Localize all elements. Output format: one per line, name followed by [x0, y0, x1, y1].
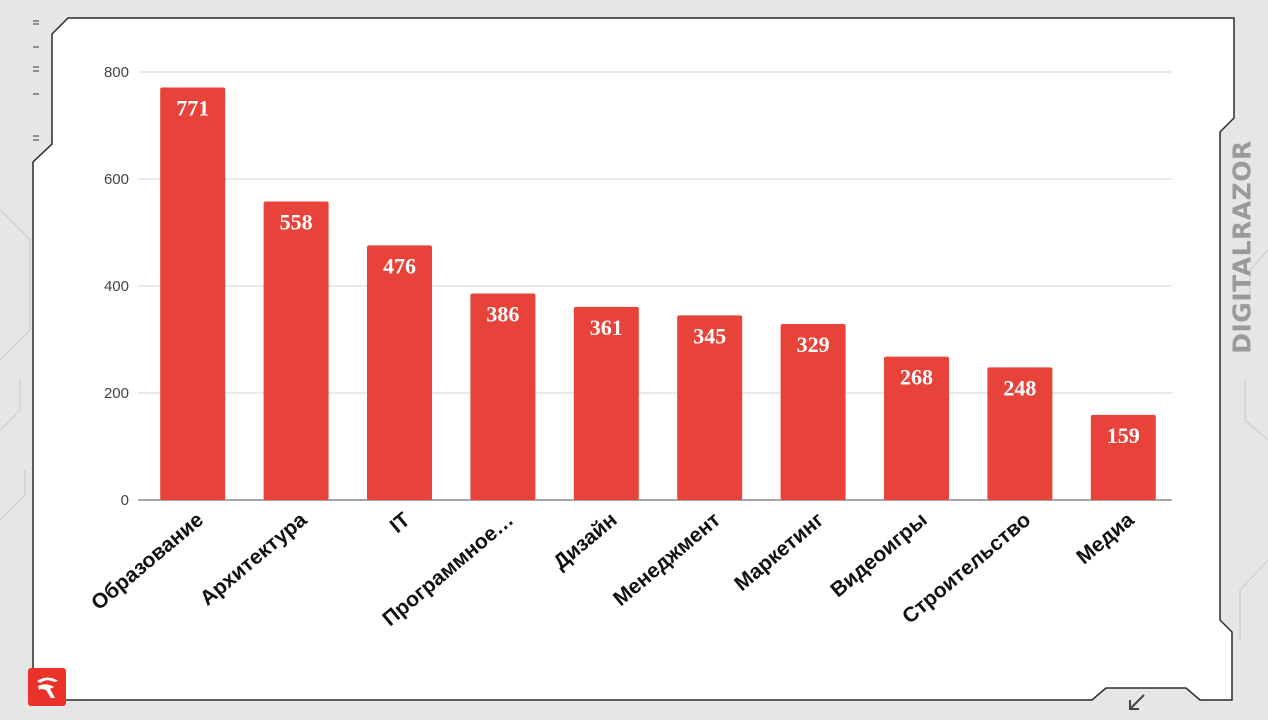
x-tick-label: Дизайн — [549, 508, 621, 574]
data-label: 558 — [280, 209, 313, 234]
y-tick-label: 600 — [104, 171, 129, 188]
bars — [160, 87, 1156, 500]
data-label: 159 — [1107, 423, 1140, 448]
bar — [470, 293, 536, 500]
x-tick-label: Видеоигры — [826, 508, 931, 602]
y-tick-label: 400 — [104, 278, 129, 295]
data-label: 361 — [590, 315, 623, 340]
bar — [780, 323, 846, 500]
x-tick-label: Медиа — [1072, 508, 1138, 569]
data-label: 268 — [900, 365, 933, 390]
y-tick-label: 200 — [104, 385, 129, 402]
brand-watermark: DIGITALRAZOR — [1224, 132, 1260, 362]
razor-logo-icon — [28, 668, 66, 706]
x-tick-label: Менеджмент — [609, 508, 725, 610]
brand-name: DIGITALRAZOR — [1227, 140, 1257, 354]
data-label: 329 — [797, 332, 830, 357]
x-tick-label: Маркетинг — [730, 508, 828, 596]
bar — [987, 367, 1053, 500]
x-tick-label: Образование — [87, 508, 208, 615]
y-tick-label: 0 — [121, 492, 129, 509]
bar — [677, 315, 743, 500]
x-tick-label: Архитектура — [196, 508, 312, 610]
bar — [573, 306, 639, 500]
bar — [160, 87, 226, 500]
data-label: 476 — [383, 253, 416, 278]
data-label: 771 — [176, 96, 209, 121]
data-label: 386 — [486, 301, 519, 326]
arrow-down-left-icon — [1129, 694, 1145, 710]
data-label: 345 — [693, 323, 726, 348]
bar — [884, 356, 949, 500]
y-tick-label: 800 — [104, 64, 129, 81]
data-label: 248 — [1003, 375, 1036, 400]
x-tick-label: IT — [386, 508, 415, 538]
bar — [367, 245, 432, 500]
bar — [1090, 414, 1156, 500]
bar — [263, 201, 329, 500]
side-marks — [33, 20, 39, 141]
